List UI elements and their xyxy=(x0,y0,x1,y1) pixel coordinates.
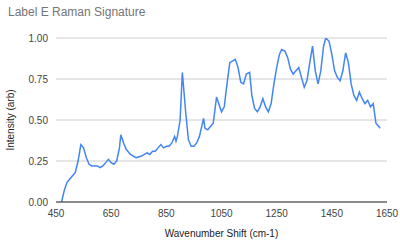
svg-text:0.75: 0.75 xyxy=(29,74,49,85)
html-text:Label E Raman Signature: Label E Raman Signature xyxy=(8,5,146,19)
svg-text:Intensity (arb): Intensity (arb) xyxy=(8,89,16,150)
svg-text:1050: 1050 xyxy=(210,208,233,219)
svg-text:1450: 1450 xyxy=(321,208,344,219)
svg-text:0.50: 0.50 xyxy=(29,115,49,126)
svg-text:0.00: 0.00 xyxy=(29,197,49,208)
svg-text:1.00: 1.00 xyxy=(29,33,49,44)
svg-text:0.25: 0.25 xyxy=(29,156,49,167)
svg-text:850: 850 xyxy=(158,208,175,219)
svg-text:650: 650 xyxy=(103,208,120,219)
svg-text:450: 450 xyxy=(48,208,65,219)
svg-text:1650: 1650 xyxy=(376,208,392,219)
svg-text:1250: 1250 xyxy=(266,208,289,219)
svg-text:Wavenumber Shift (cm-1): Wavenumber Shift (cm-1) xyxy=(165,228,279,239)
